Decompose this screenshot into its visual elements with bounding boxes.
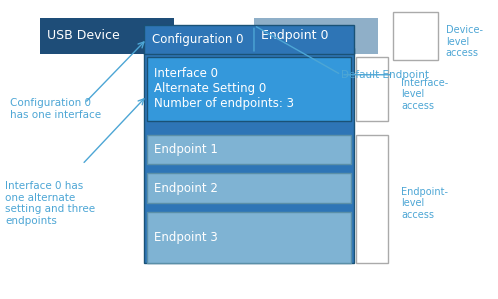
Text: Default Endpoint: Default Endpoint bbox=[341, 70, 429, 80]
FancyBboxPatch shape bbox=[147, 173, 351, 203]
FancyBboxPatch shape bbox=[147, 135, 351, 164]
FancyBboxPatch shape bbox=[40, 18, 174, 54]
FancyBboxPatch shape bbox=[393, 12, 438, 60]
Text: Endpoint 2: Endpoint 2 bbox=[154, 182, 218, 195]
Text: Configuration 0
has one interface: Configuration 0 has one interface bbox=[10, 98, 101, 120]
Text: Endpoint-
level
access: Endpoint- level access bbox=[401, 187, 448, 220]
Text: Configuration 0: Configuration 0 bbox=[152, 33, 244, 46]
Text: Interface 0
Alternate Setting 0
Number of endpoints: 3: Interface 0 Alternate Setting 0 Number o… bbox=[154, 68, 294, 110]
Text: Endpoint 0: Endpoint 0 bbox=[261, 29, 329, 42]
Text: Device-
level
access: Device- level access bbox=[446, 25, 483, 59]
FancyBboxPatch shape bbox=[254, 18, 378, 54]
Text: Endpoint 1: Endpoint 1 bbox=[154, 143, 218, 156]
FancyBboxPatch shape bbox=[147, 212, 351, 263]
FancyBboxPatch shape bbox=[144, 25, 354, 54]
FancyBboxPatch shape bbox=[147, 57, 351, 121]
Text: Interface-
level
access: Interface- level access bbox=[401, 77, 448, 111]
FancyBboxPatch shape bbox=[356, 135, 388, 263]
Text: Endpoint 3: Endpoint 3 bbox=[154, 231, 218, 244]
FancyBboxPatch shape bbox=[356, 57, 388, 121]
Text: USB Device: USB Device bbox=[47, 29, 120, 42]
FancyBboxPatch shape bbox=[144, 48, 354, 263]
Text: Interface 0 has
one alternate
setting and three
endpoints: Interface 0 has one alternate setting an… bbox=[5, 181, 95, 226]
